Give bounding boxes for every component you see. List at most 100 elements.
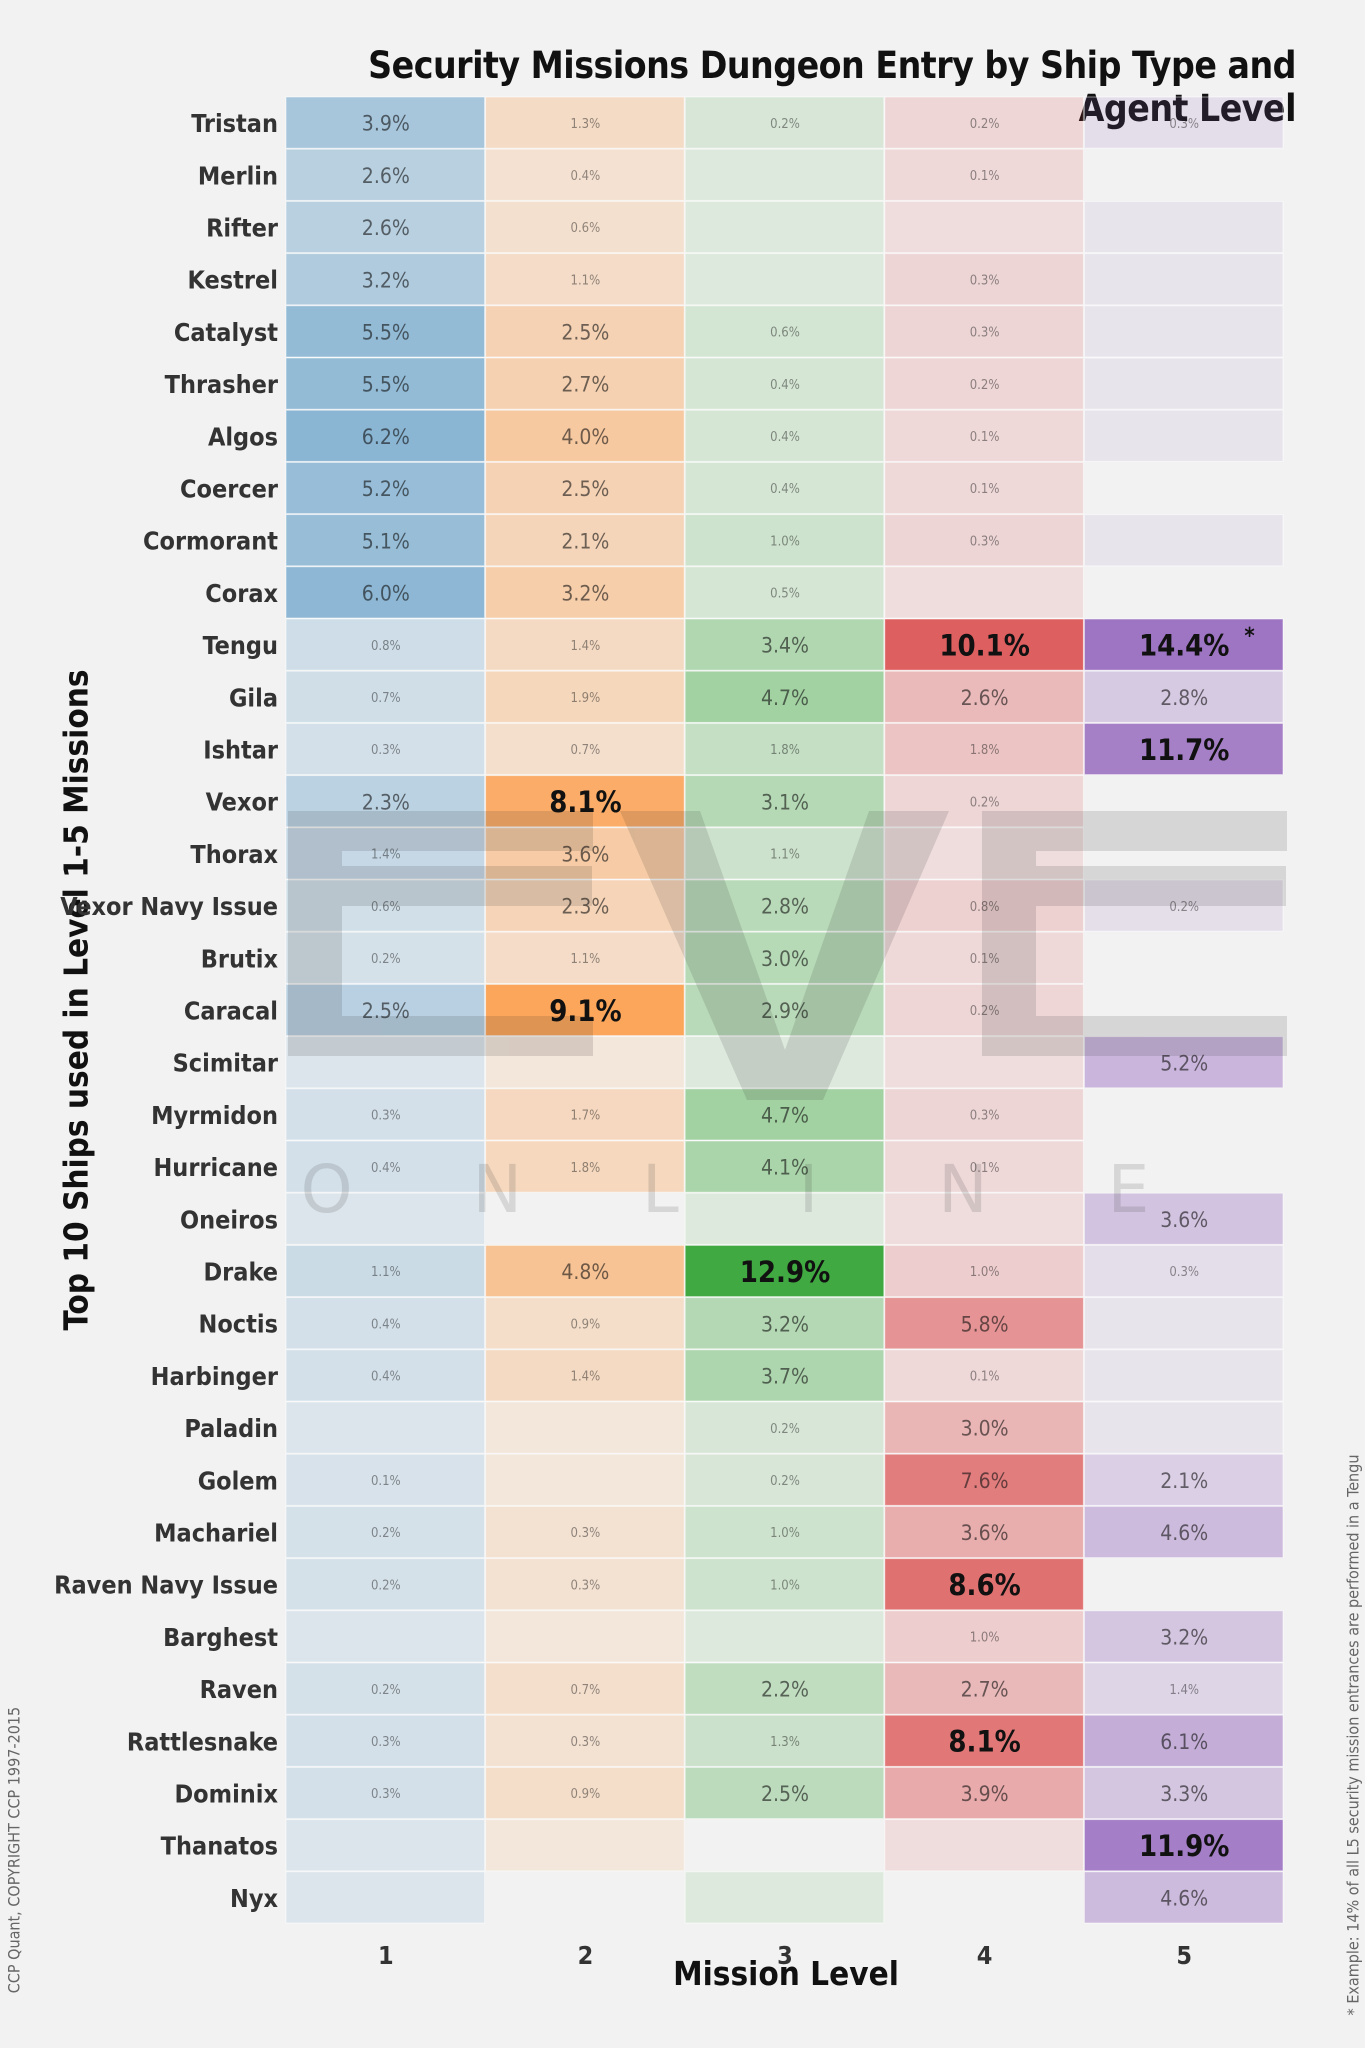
value-kestrel-level-2: 1.1% bbox=[571, 273, 601, 288]
cell-raven-level-5 bbox=[1083, 1662, 1284, 1715]
row-label-dominix: Dominix bbox=[175, 1780, 279, 1809]
value-rattlesnake-level-1: 0.3% bbox=[371, 1735, 401, 1750]
cell-rattlesnake-level-3 bbox=[684, 1714, 885, 1767]
cell-rifter-level-4 bbox=[884, 200, 1084, 254]
heatmap-cells bbox=[285, 96, 1284, 1924]
cell-machariel-level-1 bbox=[285, 1505, 486, 1559]
row-label-vexor-navy-issue: Vexor Navy Issue bbox=[60, 892, 278, 921]
cell-raven-navy-issue-level-1 bbox=[285, 1558, 486, 1611]
cell-drake-level-2 bbox=[485, 1244, 685, 1298]
value-vexor-navy-issue-level-5: 0.2% bbox=[1169, 900, 1199, 915]
cell-tengu-level-1 bbox=[285, 618, 486, 671]
value-hurricane-level-4: 0.1% bbox=[970, 1161, 1000, 1176]
cell-dominix-level-2 bbox=[485, 1766, 685, 1820]
x-tick-1: 1 bbox=[378, 1941, 394, 1970]
value-gila-level-5: 2.8% bbox=[1160, 686, 1208, 710]
value-golem-level-1: 0.1% bbox=[371, 1474, 401, 1489]
value-vexor-level-1: 2.3% bbox=[362, 790, 410, 814]
cell-noctis-level-3 bbox=[684, 1297, 885, 1350]
value-tengu-level-1: 0.8% bbox=[371, 639, 401, 654]
cell-nyx-level-3 bbox=[684, 1871, 885, 1924]
cell-dominix-level-1 bbox=[285, 1766, 486, 1820]
cell-raven-level-2 bbox=[485, 1662, 685, 1715]
cell-ishtar-level-5 bbox=[1083, 722, 1284, 776]
cell-vexor-navy-issue-level-3 bbox=[684, 879, 885, 932]
value-drake-level-5: 0.3% bbox=[1169, 1265, 1199, 1280]
cell-corax-level-3 bbox=[684, 566, 885, 619]
cell-caracal-level-3 bbox=[684, 983, 885, 1037]
value-algos-level-2: 4.0% bbox=[561, 425, 609, 449]
cell-paladin-level-1 bbox=[285, 1401, 486, 1454]
value-thorax-level-2: 3.6% bbox=[561, 842, 609, 866]
value-corax-level-2: 3.2% bbox=[561, 581, 609, 605]
annotation-asterisk: * bbox=[1244, 624, 1254, 649]
value-tengu-level-4: 10.1% bbox=[939, 629, 1030, 663]
value-tristan-level-5: 0.3% bbox=[1169, 117, 1199, 132]
value-raven-level-3: 2.2% bbox=[761, 1678, 809, 1702]
cell-tristan-level-5 bbox=[1083, 96, 1284, 149]
cell-algos-level-1 bbox=[285, 409, 486, 462]
value-raven-navy-issue-level-1: 0.2% bbox=[371, 1578, 401, 1593]
row-label-thrasher: Thrasher bbox=[165, 370, 279, 399]
cell-cormorant-level-3 bbox=[684, 514, 885, 567]
row-label-rattlesnake: Rattlesnake bbox=[127, 1727, 278, 1756]
value-tristan-level-3: 0.2% bbox=[770, 117, 800, 132]
value-raven-navy-issue-level-3: 1.0% bbox=[770, 1578, 800, 1593]
value-tengu-level-3: 3.4% bbox=[761, 634, 809, 658]
cell-scimitar-level-3 bbox=[684, 1036, 885, 1089]
value-ishtar-level-1: 0.3% bbox=[371, 743, 401, 758]
cell-myrmidon-level-2 bbox=[485, 1088, 685, 1141]
cell-harbinger-level-2 bbox=[485, 1349, 685, 1402]
value-gila-level-3: 4.7% bbox=[761, 686, 809, 710]
row-label-oneiros: Oneiros bbox=[180, 1205, 278, 1234]
value-catalyst-level-3: 0.6% bbox=[770, 326, 800, 341]
value-raven-navy-issue-level-4: 8.6% bbox=[948, 1568, 1020, 1602]
value-dominix-level-3: 2.5% bbox=[761, 1782, 809, 1806]
value-myrmidon-level-4: 0.3% bbox=[970, 1109, 1000, 1124]
value-gila-level-2: 1.9% bbox=[571, 691, 601, 706]
value-catalyst-level-4: 0.3% bbox=[970, 326, 1000, 341]
value-tengu-level-5: 14.4% bbox=[1139, 629, 1230, 663]
cell-merlin-level-4 bbox=[884, 148, 1084, 201]
x-tick-5: 5 bbox=[1176, 1941, 1192, 1970]
cell-harbinger-level-1 bbox=[285, 1349, 486, 1402]
value-rattlesnake-level-4: 8.1% bbox=[948, 1725, 1020, 1759]
cell-thorax-level-2 bbox=[485, 827, 685, 880]
cell-thanatos-level-2 bbox=[485, 1819, 685, 1872]
value-ishtar-level-5: 11.7% bbox=[1139, 733, 1230, 767]
value-hurricane-level-3: 4.1% bbox=[761, 1156, 809, 1180]
value-gila-level-1: 0.7% bbox=[371, 691, 401, 706]
value-catalyst-level-2: 2.5% bbox=[561, 320, 609, 344]
value-nyx-level-5: 4.6% bbox=[1160, 1886, 1208, 1910]
cell-hurricane-level-1 bbox=[285, 1140, 486, 1193]
value-tengu-level-2: 1.4% bbox=[571, 639, 601, 654]
cell-raven-navy-issue-level-4 bbox=[884, 1558, 1084, 1611]
cell-noctis-level-1 bbox=[285, 1297, 486, 1350]
cell-catalyst-level-5 bbox=[1083, 305, 1284, 358]
value-noctis-level-3: 3.2% bbox=[761, 1312, 809, 1336]
row-labels: Tristan Merlin Rifter Kestrel Catalyst Thrash… bbox=[54, 109, 279, 1913]
value-vexor-navy-issue-level-1: 0.6% bbox=[371, 900, 401, 915]
value-corax-level-3: 0.5% bbox=[770, 587, 800, 602]
cell-kestrel-level-1 bbox=[285, 253, 486, 306]
value-hurricane-level-2: 1.8% bbox=[571, 1161, 601, 1176]
cell-myrmidon-level-1 bbox=[285, 1088, 486, 1141]
cell-hurricane-level-2 bbox=[485, 1140, 685, 1193]
cell-cormorant-level-5 bbox=[1083, 514, 1284, 567]
value-merlin-level-1: 2.6% bbox=[362, 164, 410, 188]
cell-rifter-level-3 bbox=[684, 200, 885, 254]
cell-cormorant-level-2 bbox=[485, 514, 685, 567]
row-label-drake: Drake bbox=[204, 1258, 279, 1287]
cell-coercer-level-4 bbox=[884, 461, 1084, 515]
cell-tengu-level-4 bbox=[884, 618, 1084, 671]
value-vexor-navy-issue-level-3: 2.8% bbox=[761, 895, 809, 919]
cell-raven-level-3 bbox=[684, 1662, 885, 1715]
cell-raven-level-4 bbox=[884, 1662, 1084, 1715]
cell-thrasher-level-3 bbox=[684, 357, 885, 410]
cell-vexor-level-2 bbox=[485, 775, 685, 828]
cell-myrmidon-level-4 bbox=[884, 1088, 1084, 1141]
value-ishtar-level-2: 0.7% bbox=[571, 743, 601, 758]
value-raven-level-5: 1.4% bbox=[1169, 1683, 1199, 1698]
value-barghest-level-5: 3.2% bbox=[1160, 1625, 1208, 1649]
cell-catalyst-level-3 bbox=[684, 305, 885, 358]
